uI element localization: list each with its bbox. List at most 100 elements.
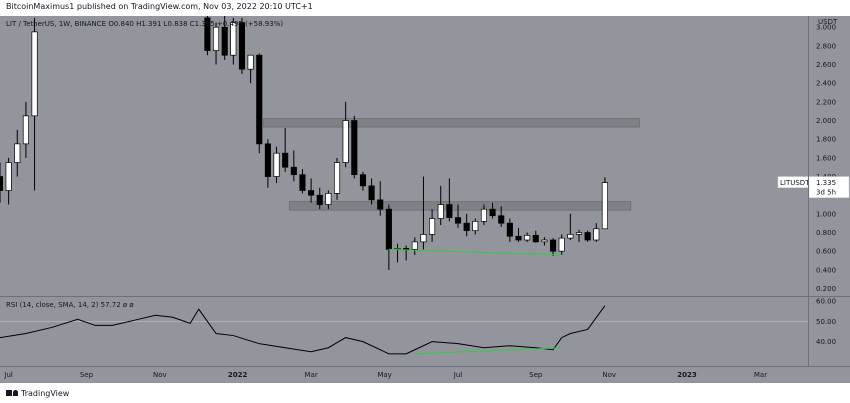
candle-down [377,199,384,210]
time-tick-label: 2023 [677,371,697,379]
candle-down [463,222,470,232]
price-tag-value: 1.335 [816,179,836,187]
candle-down [385,208,392,250]
candle-up [212,26,220,51]
candle-down [221,26,228,56]
candle-down [308,190,315,196]
candle-up [247,54,254,70]
candle-up [31,31,38,117]
main-pane-background [0,16,808,296]
rsi-tick-label: 60.00 [816,298,836,306]
candlestick-series [0,16,608,270]
candle-down [532,234,539,243]
candle-up [325,192,332,205]
candle-down [403,248,410,250]
price-tick-label: 0.600 [816,248,836,256]
rsi-tick-label: 50.00 [816,318,836,326]
candle-down [299,174,306,191]
time-axis-ticks: Jul Sep Nov 2022 Mar May Jul Sep Nov 2023 Mar [3,371,767,379]
candle-up [593,228,600,241]
candle-up [567,234,574,239]
candle-up [480,208,487,222]
price-tick-label: 1.600 [816,154,836,162]
candle-up [333,162,341,194]
candle-up [429,218,436,235]
chart-canvas[interactable]: 3.000 2.800 2.600 2.400 2.200 2.000 1.800 1.600… [0,16,850,383]
candle-down [498,215,505,224]
candle-up [420,234,427,243]
price-tick-label: 2.000 [816,117,836,125]
candle-down [446,204,453,218]
rsi-legend: RSI (14, close, SMA, 14, 2) 57.72 ø ø [6,301,134,309]
rsi-tick-label: 40.00 [816,338,836,346]
price-tick-label: 1.800 [816,136,836,144]
resistance-zone [263,118,640,128]
candle-up [558,237,565,252]
publisher-caption: BitcoinMaximus1 published on TradingView… [6,2,313,11]
time-axis-background[interactable] [0,366,850,383]
price-axis-ticks: 3.000 2.800 2.600 2.400 2.200 2.000 1.800 1.600… [816,24,836,293]
rsi-pane-background [0,297,808,366]
candle-down [282,152,289,168]
candle-down [584,232,591,241]
candle-down [290,166,297,176]
candle-up [22,115,29,145]
candle-up [437,204,444,219]
rsi-line [0,305,606,355]
candle-down [0,176,4,191]
candle-up [472,220,479,232]
rsi-indicator [0,305,808,355]
brand-footer: TradingView [6,386,69,400]
time-tick-label: Sep [529,371,543,379]
candle-up [5,162,12,191]
time-tick-label: Jul [453,371,463,379]
candle-down [264,143,271,177]
resistance-zones [263,118,640,211]
price-tick-label: 0.800 [816,229,836,237]
price-tick-label: 1.000 [816,210,836,218]
candle-down [454,217,462,224]
price-tick-label: 2.600 [816,61,836,69]
time-tick-label: Nov [602,371,616,379]
candle-down [489,208,496,217]
time-tick-label: Nov [153,371,167,379]
time-tick-label: Mar [754,371,767,379]
resistance-zone [289,201,632,211]
price-tick-label: 2.800 [816,42,836,50]
candle-down [238,22,246,70]
time-tick-label: Jul [3,371,13,379]
candle-up [230,22,237,56]
price-tick-label: 2.400 [816,80,836,88]
candle-down [359,174,367,187]
candle-down [515,235,522,241]
candle-up [575,232,583,235]
price-tag-countdown: 3d 5h [816,189,836,197]
time-tick-label: 2022 [228,371,248,379]
candle-down [351,120,358,176]
price-tick-label: 2.200 [816,98,836,106]
price-legend: LIT / TetherUS, 1W, BINANCE O0.840 H1.39… [6,20,283,28]
candle-up [541,239,548,243]
candle-down [550,239,557,252]
time-tick-label: May [377,371,391,379]
candle-down [256,54,263,145]
candle-up [524,234,531,241]
candle-down [506,222,513,237]
candle-up [601,182,608,230]
rsi-axis-ticks: 60.00 50.00 40.00 [816,298,836,347]
candle-down [368,185,375,201]
brand-name: TradingView [21,388,70,398]
time-tick-label: Sep [80,371,94,379]
last-price-tag: LITUSDT 1.335 3d 5h [777,176,850,198]
candle-up [273,152,280,177]
currency-label: USDT [818,18,838,26]
price-tick-label: 0.200 [816,285,836,293]
time-tick-label: Mar [304,371,317,379]
price-tick-label: 3.000 [816,24,836,32]
rsi-support-trendline [414,347,562,355]
symbol-tag-text: LITUSDT [780,179,810,187]
candle-down [316,194,323,205]
candle-up [14,143,21,163]
chart-frame[interactable]: 3.000 2.800 2.600 2.400 2.200 2.000 1.800 1.600… [0,16,850,383]
candle-up [411,241,418,250]
